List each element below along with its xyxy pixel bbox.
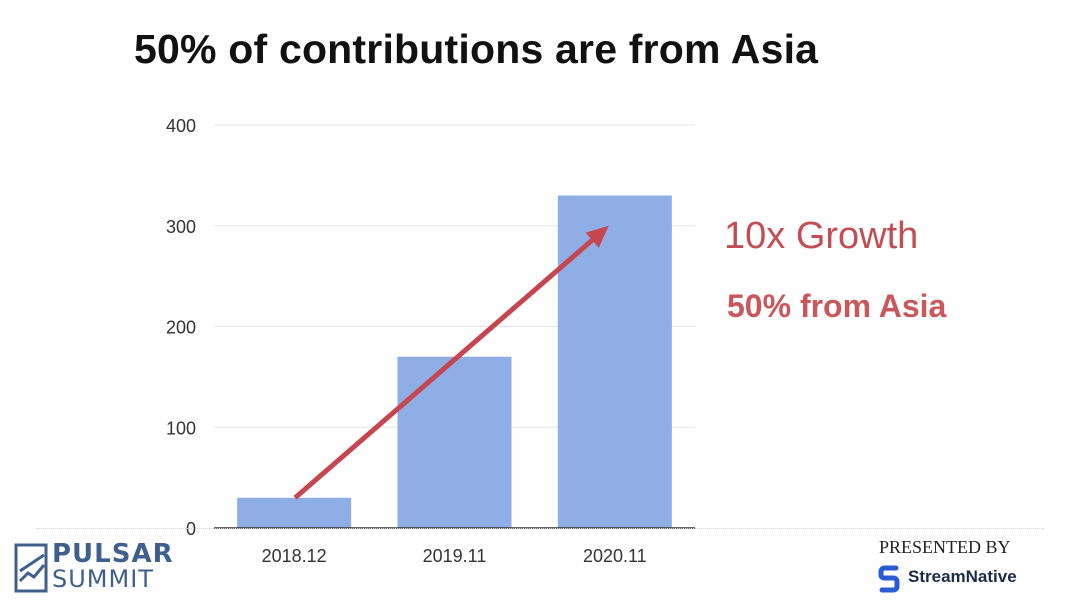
presented-by-label: PRESENTED BY (879, 537, 1011, 557)
trend-arrow-shaft (293, 238, 594, 500)
y-tick-label: 200 (166, 318, 196, 338)
sponsor-name: StreamNative (908, 567, 1017, 586)
x-tick-label: 2019.11 (423, 546, 487, 566)
x-tick-label: 2018.12 (262, 546, 327, 566)
y-tick-label: 300 (166, 217, 196, 237)
slide-title: 50% of contributions are from Asia (134, 26, 819, 72)
bar (397, 356, 512, 528)
y-tick-label: 400 (166, 116, 196, 136)
logo-line-1: PULSAR (52, 539, 174, 569)
bar (237, 497, 352, 528)
asia-annotation: 50% from Asia (727, 288, 947, 324)
pulsar-summit-logo: PULSAR SUMMIT (14, 539, 173, 597)
footer-divider (36, 528, 1044, 529)
y-tick-label: 100 (166, 418, 196, 438)
streamnative-icon (878, 565, 900, 593)
bar (557, 195, 672, 528)
trend-arrow-head (585, 225, 609, 248)
logo-line-2: SUMMIT (52, 565, 154, 593)
streamnative-logo: StreamNative (878, 562, 1048, 596)
y-tick-label: 0 (186, 519, 196, 539)
growth-annotation: 10x Growth (724, 215, 919, 257)
pulsar-logo-icon (14, 543, 48, 593)
x-tick-label: 2020.11 (583, 546, 647, 566)
